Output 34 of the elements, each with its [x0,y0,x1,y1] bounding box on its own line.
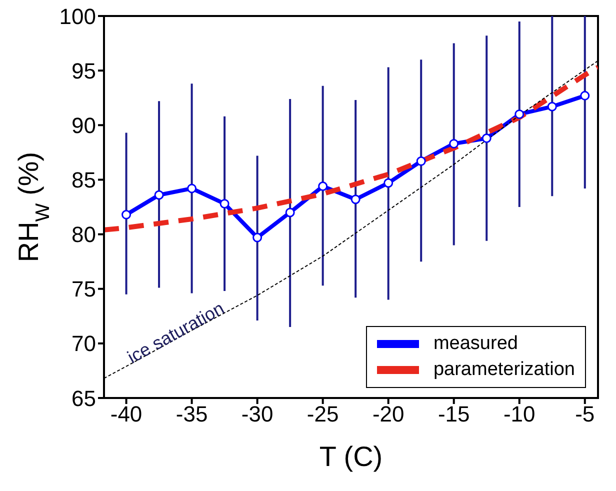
point [122,210,132,220]
x-tick-label: -35 [176,402,208,427]
point [547,102,557,112]
y-tick-label: 95 [72,58,96,84]
y-tick-label: 70 [72,331,96,356]
y-tick-label: 75 [72,276,96,302]
x-tick-label: -15 [438,402,470,427]
legend-label: measured [433,332,518,356]
y-tick-label: 80 [72,222,96,248]
x-axis-title: T (C) [319,441,383,472]
y-tick-label: 65 [72,386,96,411]
y-tick-label: 85 [72,168,96,193]
point [187,184,197,194]
y-tick-label: 100 [59,4,96,29]
point [350,194,360,204]
point [220,198,230,208]
point [154,190,164,200]
point [416,156,426,166]
point [514,109,524,119]
x-tick-label: -30 [241,402,274,427]
point [449,138,459,148]
point [384,178,394,188]
legend-label: parameterization [433,358,575,382]
x-tick-label: -5 [575,402,595,427]
x-tick-label: -20 [372,402,404,427]
point [318,182,328,192]
x-tick-label: -25 [306,402,339,427]
point [285,208,295,218]
y-tick-label: 90 [72,112,96,138]
point [580,90,590,100]
point [482,133,492,143]
x-tick-label: -10 [503,402,536,427]
x-tick-label: -40 [110,402,142,427]
point [252,232,262,242]
